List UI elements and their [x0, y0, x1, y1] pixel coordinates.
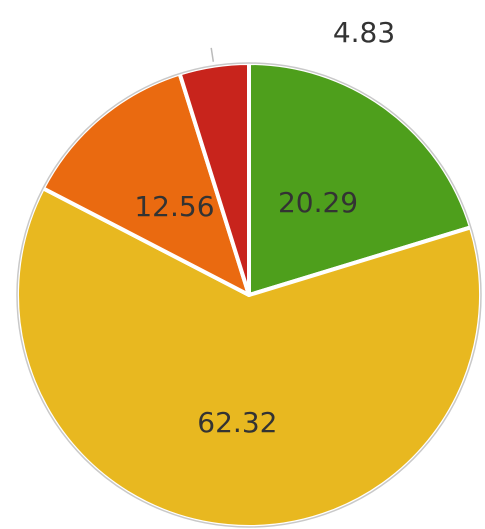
slices-layer — [15, 61, 483, 529]
leader-line-3 — [210, 47, 215, 62]
pie-rim — [16, 62, 482, 528]
slice-label-1: 62.32 — [197, 406, 277, 439]
slice-label-2: 12.56 — [134, 190, 214, 223]
slice-label-3: 4.83 — [333, 16, 395, 49]
labels-layer: 20.29 62.32 12.56 4.83 — [134, 16, 395, 439]
slice-label-0: 20.29 — [278, 186, 358, 219]
